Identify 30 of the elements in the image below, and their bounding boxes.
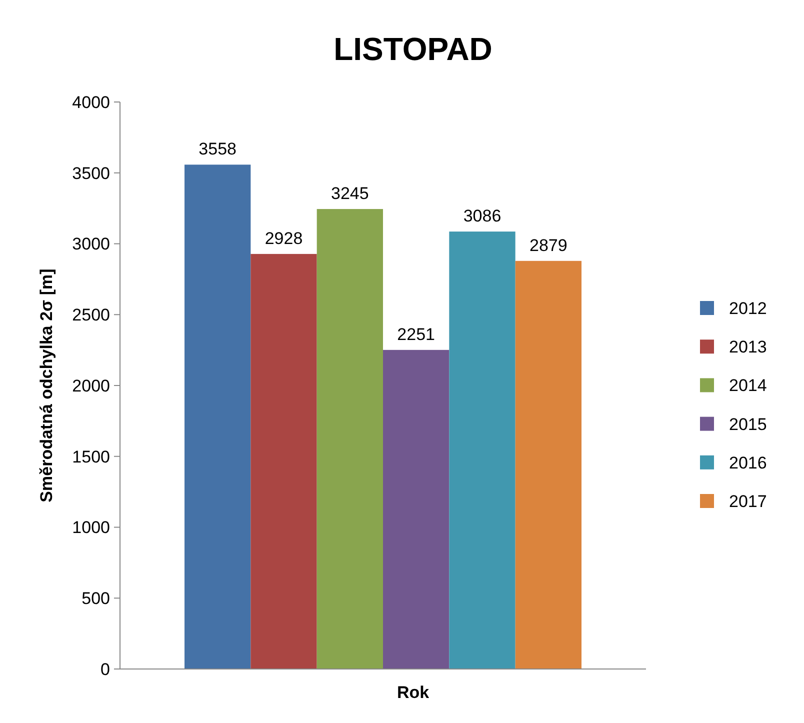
legend-label: 2012 (729, 299, 767, 318)
bar (184, 164, 251, 669)
data-label: 2251 (397, 324, 435, 344)
chart-title: LISTOPAD (334, 31, 492, 67)
y-tick-label: 3500 (72, 164, 110, 183)
y-tick-label: 3000 (72, 234, 110, 254)
y-tick-label: 2500 (72, 306, 110, 325)
y-tick-label: 4000 (72, 92, 110, 112)
y-tick-label: 0 (100, 660, 110, 679)
data-label: 3558 (198, 140, 237, 159)
y-axis-title: Směrodatná odchylka 2σ [m] (37, 268, 56, 502)
x-axis-title: Rok (396, 683, 430, 702)
legend-label: 2015 (729, 414, 767, 434)
y-tick-label: 2000 (72, 376, 110, 396)
data-label: 3086 (463, 206, 502, 226)
data-label: 2928 (264, 228, 303, 248)
legend-label: 2013 (729, 338, 767, 357)
data-label: 3245 (331, 184, 369, 204)
bar (250, 254, 317, 669)
y-tick-label: 500 (82, 589, 110, 608)
bar (316, 209, 383, 669)
data-label: 2879 (529, 236, 568, 255)
legend-label: 2016 (729, 453, 767, 472)
bar (449, 232, 516, 669)
legend-label: 2017 (729, 492, 767, 511)
bar (383, 350, 450, 669)
legend-label: 2014 (729, 376, 767, 396)
y-tick-label: 1500 (72, 447, 110, 466)
y-tick-label: 1000 (72, 518, 110, 538)
bar (515, 260, 582, 669)
